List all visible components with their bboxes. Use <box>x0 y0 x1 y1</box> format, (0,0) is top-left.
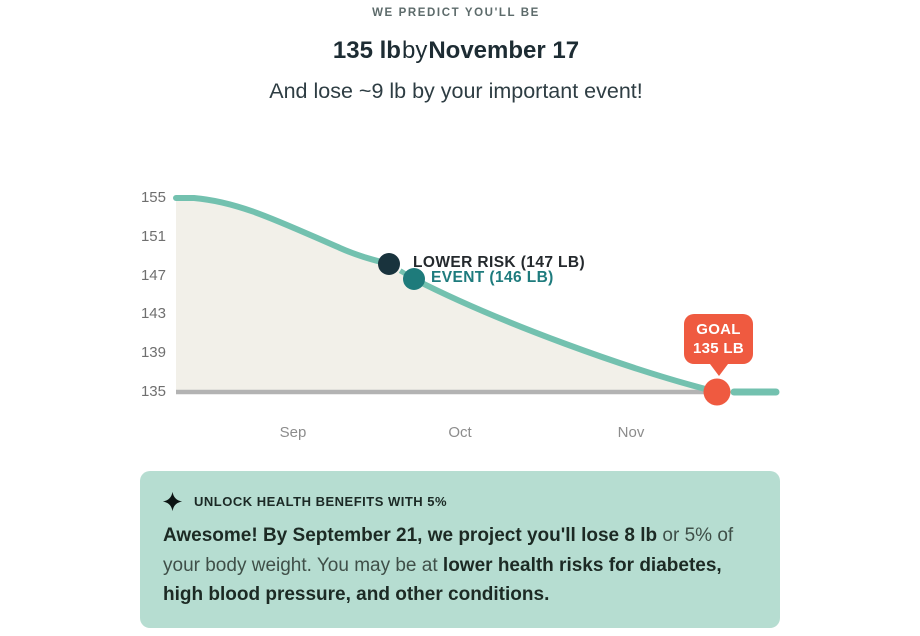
benefits-card-header: UNLOCK HEALTH BENEFITS WITH 5% <box>162 491 447 512</box>
predicted-weight: 135 lb <box>332 37 401 64</box>
sparkle-icon <box>162 491 183 512</box>
title-connector: by <box>401 37 428 64</box>
y-axis-tick: 139 <box>140 344 166 361</box>
y-axis-tick: 135 <box>140 383 166 400</box>
lower-risk-label: LOWER RISK (147 LB) <box>413 254 586 271</box>
goal-badge-line2: 135 LB <box>693 340 744 357</box>
event-label: EVENT (146 LB) <box>431 269 554 286</box>
benefits-body-segment: or 5% of your body weight. You may be at <box>163 525 734 576</box>
y-axis-tick: 143 <box>140 305 166 322</box>
y-axis-tick: 155 <box>140 189 166 206</box>
goal-dot <box>703 378 731 406</box>
benefits-body: Awesome! By September 21, we project you… <box>163 521 759 610</box>
x-axis-label: Oct <box>448 424 472 441</box>
predicted-date: November 17 <box>428 37 580 64</box>
event-dot <box>403 268 425 290</box>
x-axis-label: Nov <box>617 424 645 441</box>
projection-line <box>411 276 720 395</box>
goal-badge-line1: GOAL <box>696 321 741 338</box>
weight-projection-chart: 155 151 147 143 139 135 Sep Oct Nov LOWE… <box>110 180 800 455</box>
benefits-body-segment: Awesome! By September 21, we project you… <box>163 525 658 546</box>
y-axis-tick: 147 <box>140 267 166 284</box>
lower-risk-dot <box>378 253 400 275</box>
benefits-body-segment: lower health risks for diabetes, high bl… <box>163 554 722 606</box>
goal-badge-pointer <box>709 364 728 376</box>
prediction-title: 135 lbbyNovember 17 <box>0 37 912 65</box>
prediction-eyebrow: WE PREDICT YOU'LL BE <box>372 7 540 19</box>
goal-badge: GOAL 135 LB <box>684 314 753 376</box>
y-axis-tick: 151 <box>140 228 166 245</box>
x-axis-label: Sep <box>279 424 307 441</box>
prediction-subtitle: And lose ~9 lb by your important event! <box>269 79 643 103</box>
chart-canvas <box>173 195 780 406</box>
projection-line <box>173 195 392 267</box>
benefits-heading: UNLOCK HEALTH BENEFITS WITH 5% <box>194 494 448 509</box>
benefits-card: UNLOCK HEALTH BENEFITS WITH 5% Awesome! … <box>140 471 780 628</box>
